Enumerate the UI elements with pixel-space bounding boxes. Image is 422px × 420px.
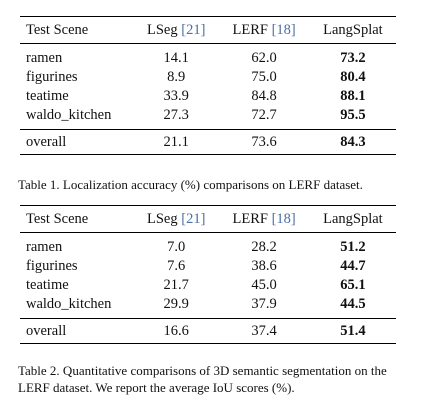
scene-name: ramen [26,238,63,255]
table-row: teatime 33.9 84.8 88.1 [20,86,396,105]
table-2: Test Scene LSeg [21] LERF [18] LangSplat… [20,205,396,344]
langsplat-value: 73.2 [340,49,366,66]
col-header-lerf: LERF [18] [218,17,309,44]
lseg-value: 7.6 [167,257,186,274]
col-header-lseg-label: LSeg [147,22,182,38]
scene-name: overall [26,134,67,150]
langsplat-value: 84.3 [340,134,366,150]
lerf-value: 28.2 [251,238,277,255]
table-row: teatime 21.7 45.0 65.1 [20,275,396,294]
table-2-caption: Table 2. Quantitative comparisons of 3D … [18,363,387,395]
lerf-value: 84.8 [251,87,277,104]
col-header-lseg: LSeg [21] [134,17,218,44]
scene-name: overall [26,323,67,339]
lerf-value: 75.0 [251,68,277,85]
lseg-value: 29.9 [163,295,189,312]
lseg-value: 14.1 [163,49,189,66]
lerf-value: 72.7 [251,106,277,123]
semantic-segmentation-table: Test Scene LSeg [21] LERF [18] LangSplat… [20,205,396,344]
lerf-value: 37.9 [251,295,277,312]
table-row: waldo_kitchen 27.3 72.7 95.5 [20,105,396,130]
lseg-value: 16.6 [163,323,189,339]
langsplat-value: 80.4 [340,68,366,85]
col-header-lerf: LERF [18] [218,206,309,233]
table-1: Test Scene LSeg [21] LERF [18] LangSplat… [20,16,396,155]
lerf-value: 62.0 [251,49,277,66]
scene-name: waldo_kitchen [26,106,112,123]
localization-accuracy-table: Test Scene LSeg [21] LERF [18] LangSplat… [20,16,396,155]
header-row: Test Scene LSeg [21] LERF [18] LangSplat [20,205,396,233]
citation-link[interactable]: [18] [271,22,296,38]
scene-name: teatime [26,87,69,104]
table-row: figurines 8.9 75.0 80.4 [20,67,396,86]
langsplat-value: 51.4 [340,323,366,339]
col-header-lseg: LSeg [21] [134,206,218,233]
header-row: Test Scene LSeg [21] LERF [18] LangSplat [20,16,396,44]
lseg-value: 33.9 [163,87,189,104]
col-header-lerf-label: LERF [232,22,272,38]
langsplat-value: 51.2 [340,238,366,255]
citation-link[interactable]: [21] [181,22,206,38]
lseg-value: 7.0 [167,238,186,255]
citation-link[interactable]: [18] [271,211,296,227]
scene-name: figurines [26,68,78,85]
scene-name: ramen [26,49,63,66]
col-header-lerf-label: LERF [232,211,272,227]
table-row: ramen 7.0 28.2 51.2 [20,233,396,257]
scene-name: teatime [26,276,69,293]
table-row: waldo_kitchen 29.9 37.9 44.5 [20,294,396,319]
lerf-value: 45.0 [251,276,277,293]
col-header-test-scene: Test Scene [26,211,89,227]
lerf-value: 73.6 [251,134,277,150]
overall-row: overall 16.6 37.4 51.4 [20,318,396,344]
table-1-caption: Table 1. Localization accuracy (%) compa… [18,177,363,192]
lerf-value: 38.6 [251,257,277,274]
lseg-value: 21.7 [163,276,189,293]
lseg-value: 27.3 [163,106,189,123]
langsplat-value: 65.1 [340,276,366,293]
table-row: figurines 7.6 38.6 44.7 [20,256,396,275]
lseg-value: 8.9 [167,68,186,85]
col-header-langsplat: LangSplat [323,211,383,227]
col-header-langsplat: LangSplat [323,22,383,38]
langsplat-value: 95.5 [340,106,366,123]
scene-name: figurines [26,257,78,274]
langsplat-value: 44.7 [340,257,366,274]
lseg-value: 21.1 [163,134,189,150]
col-header-test-scene: Test Scene [26,22,89,38]
citation-link[interactable]: [21] [181,211,206,227]
lerf-value: 37.4 [251,323,277,339]
col-header-lseg-label: LSeg [147,211,182,227]
langsplat-value: 44.5 [340,295,366,312]
scene-name: waldo_kitchen [26,295,112,312]
table-row: ramen 14.1 62.0 73.2 [20,44,396,68]
langsplat-value: 88.1 [340,87,366,104]
overall-row: overall 21.1 73.6 84.3 [20,129,396,155]
